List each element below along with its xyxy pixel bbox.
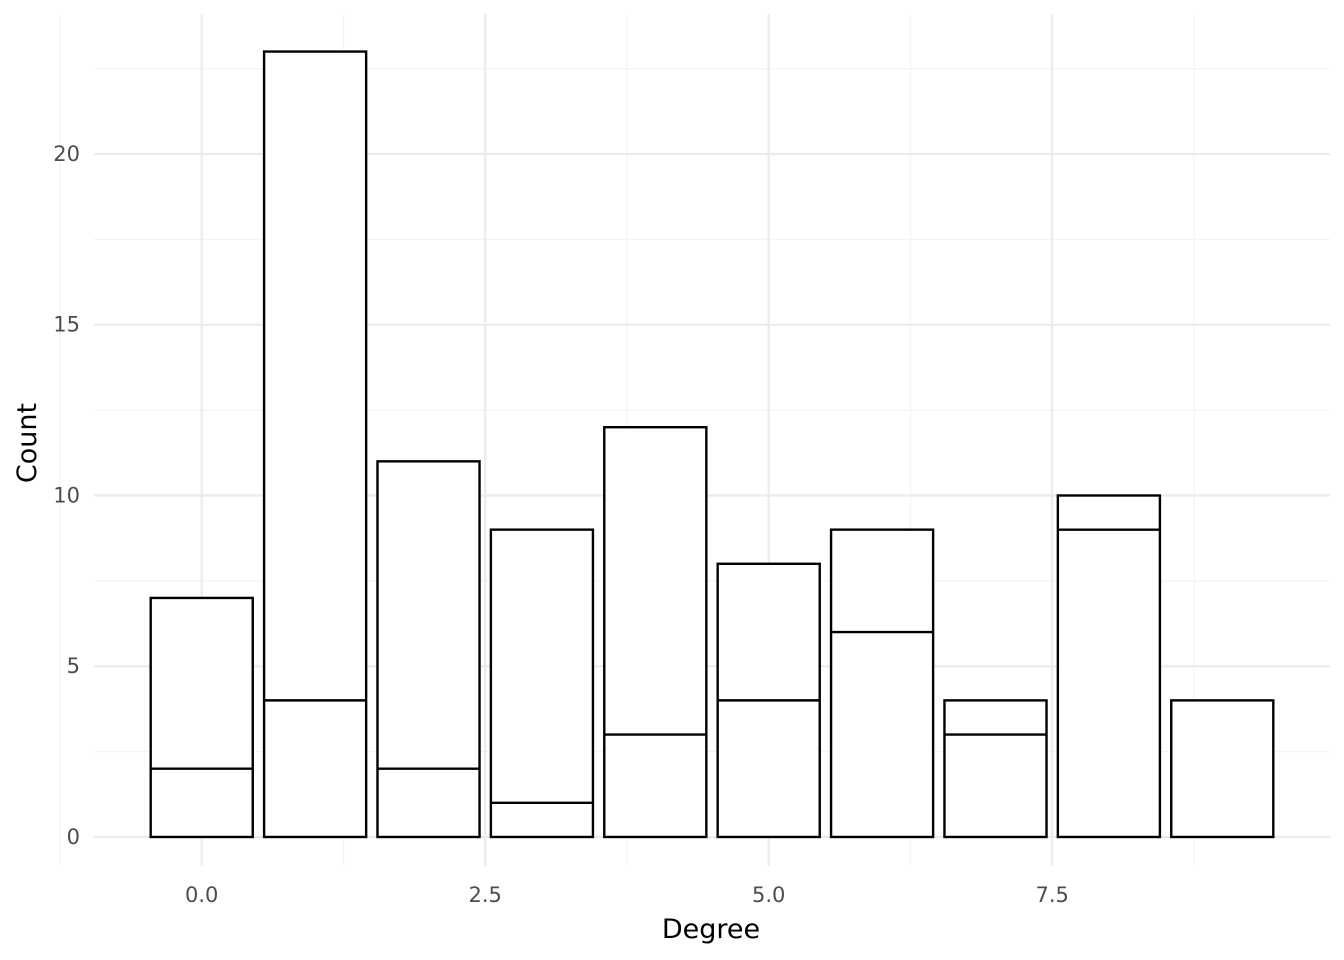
x-axis-title: Degree — [662, 914, 760, 945]
x-tick-label: 0.0 — [185, 883, 218, 907]
bar — [603, 425, 708, 839]
x-tick-label: 2.5 — [469, 883, 502, 907]
x-tick-label: 7.5 — [1035, 883, 1068, 907]
y-tick-label: 10 — [53, 483, 80, 507]
y-axis-tick-labels: 0 5 10 15 20 — [53, 142, 80, 849]
bar — [149, 596, 254, 839]
y-tick-label: 5 — [67, 654, 80, 678]
bar — [376, 460, 481, 839]
y-tick-label: 20 — [53, 142, 80, 166]
y-axis-title: Count — [12, 403, 43, 483]
bar — [489, 528, 595, 839]
x-axis-tick-labels: 0.0 2.5 5.0 7.5 — [185, 883, 1069, 907]
x-tick-label: 5.0 — [752, 883, 785, 907]
bar — [829, 528, 935, 839]
bars — [149, 50, 1275, 839]
bar — [262, 50, 368, 839]
bar — [943, 699, 1048, 839]
bar — [1170, 699, 1275, 839]
bar — [1056, 494, 1162, 839]
y-tick-label: 0 — [67, 825, 80, 849]
y-tick-label: 15 — [53, 313, 80, 337]
